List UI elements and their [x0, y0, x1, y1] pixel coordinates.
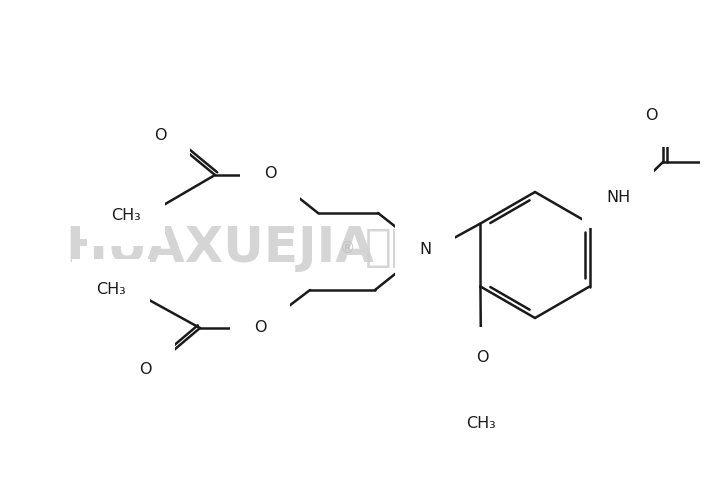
Text: O: O — [139, 362, 151, 376]
Text: N: N — [419, 243, 431, 257]
Text: O: O — [253, 319, 266, 334]
Text: O: O — [154, 128, 166, 143]
Text: NH: NH — [606, 189, 630, 204]
Text: O: O — [644, 109, 657, 124]
Text: O: O — [264, 167, 276, 182]
Text: CH₃: CH₃ — [96, 283, 126, 298]
Text: CH₃: CH₃ — [112, 207, 141, 223]
Text: 化学加: 化学加 — [365, 227, 445, 269]
Text: O: O — [476, 351, 488, 366]
Text: HUAXUEJIA: HUAXUEJIA — [66, 224, 374, 272]
Text: CH₃: CH₃ — [466, 416, 496, 431]
Text: ®: ® — [341, 241, 356, 255]
